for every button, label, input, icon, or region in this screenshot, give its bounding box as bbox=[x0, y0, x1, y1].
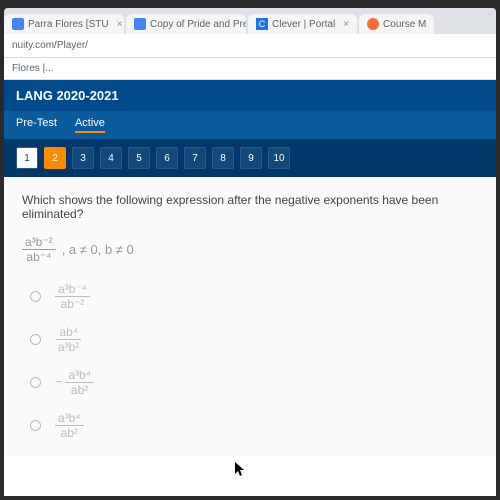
question-number-button[interactable]: 6 bbox=[156, 147, 178, 169]
bookmark-item[interactable]: Flores |... bbox=[12, 63, 54, 74]
browser-tab[interactable]: Copy of Pride and Preju × bbox=[126, 14, 246, 34]
question-number-button[interactable]: 4 bbox=[100, 147, 122, 169]
course-header: LANG 2020-2021 bbox=[4, 80, 496, 111]
browser-tab[interactable]: Parra Flores [STU × bbox=[4, 14, 124, 34]
answer-option[interactable]: a³b⁴ab² bbox=[30, 411, 478, 440]
question-number-button[interactable]: 7 bbox=[184, 147, 206, 169]
question-nav: 123456789 10 bbox=[4, 139, 496, 177]
tab-title: Parra Flores [STU bbox=[28, 19, 109, 30]
tab-pretest[interactable]: Pre-Test bbox=[16, 117, 57, 133]
option-expression: ab⁴a³b² bbox=[55, 325, 82, 354]
question-number-button[interactable]: 2 bbox=[44, 147, 66, 169]
tab-favicon-icon bbox=[134, 18, 146, 30]
address-bar[interactable]: nuity.com/Player/ bbox=[4, 34, 496, 58]
radio-icon[interactable] bbox=[30, 420, 41, 431]
question-number-button[interactable]: 5 bbox=[128, 147, 150, 169]
answer-option[interactable]: ab⁴a³b² bbox=[30, 325, 478, 354]
bookmark-bar: Flores |... bbox=[4, 58, 496, 80]
sub-header: Pre-Test Active bbox=[4, 111, 496, 139]
close-icon[interactable]: × bbox=[343, 19, 349, 30]
tab-favicon-icon bbox=[367, 18, 379, 30]
browser-tab-strip: Parra Flores [STU × Copy of Pride and Pr… bbox=[4, 8, 496, 34]
answer-option[interactable]: a³b⁻⁴ab⁻² bbox=[30, 282, 478, 311]
radio-icon[interactable] bbox=[30, 334, 41, 345]
tab-title: Copy of Pride and Preju bbox=[150, 19, 246, 30]
question-number-button[interactable]: 1 bbox=[16, 147, 38, 169]
answer-options: a³b⁻⁴ab⁻² ab⁴a³b² − a³b⁴ab² a³b⁴ab² bbox=[30, 282, 478, 440]
question-prompt: Which shows the following expression aft… bbox=[22, 193, 478, 221]
question-number-button[interactable]: 10 bbox=[268, 147, 290, 169]
given-expression: a³b⁻² ab⁻⁴ , a ≠ 0, b ≠ 0 bbox=[22, 235, 478, 264]
tab-favicon-icon bbox=[12, 18, 24, 30]
question-number-button[interactable]: 8 bbox=[212, 147, 234, 169]
expr-condition: , a ≠ 0, b ≠ 0 bbox=[62, 242, 134, 257]
option-expression: − a³b⁴ab² bbox=[55, 368, 94, 397]
question-number-button[interactable]: 3 bbox=[72, 147, 94, 169]
tab-title: Clever | Portal bbox=[272, 19, 335, 30]
url-text: nuity.com/Player/ bbox=[12, 40, 88, 51]
expr-numerator: a³b⁻² bbox=[22, 235, 56, 250]
course-title: LANG 2020-2021 bbox=[16, 88, 119, 103]
tab-active[interactable]: Active bbox=[75, 117, 105, 133]
browser-tab[interactable]: Course M bbox=[359, 14, 434, 34]
radio-icon[interactable] bbox=[30, 291, 41, 302]
question-number-button[interactable]: 9 bbox=[240, 147, 262, 169]
radio-icon[interactable] bbox=[30, 377, 41, 388]
close-icon[interactable]: × bbox=[117, 19, 123, 30]
option-expression: a³b⁴ab² bbox=[55, 411, 84, 440]
browser-tab[interactable]: C Clever | Portal × bbox=[248, 14, 357, 34]
tab-favicon-icon: C bbox=[256, 18, 268, 30]
option-expression: a³b⁻⁴ab⁻² bbox=[55, 282, 90, 311]
question-body: Which shows the following expression aft… bbox=[4, 177, 496, 456]
tab-title: Course M bbox=[383, 19, 426, 30]
page-content: LANG 2020-2021 Pre-Test Active 123456789… bbox=[4, 80, 496, 496]
expr-denominator: ab⁻⁴ bbox=[23, 250, 54, 264]
answer-option[interactable]: − a³b⁴ab² bbox=[30, 368, 478, 397]
